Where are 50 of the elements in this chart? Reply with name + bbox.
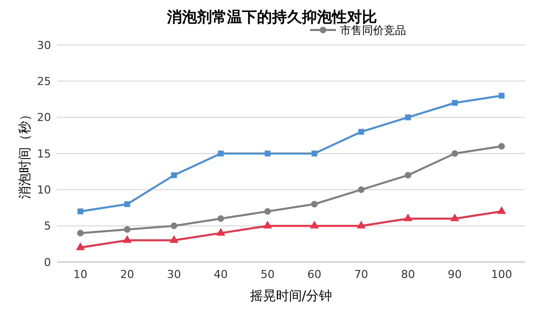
x-tick-label: 60	[307, 268, 322, 281]
x-tick-label: 40	[214, 268, 228, 281]
point	[404, 172, 412, 178]
y-tick-label: 5	[44, 220, 51, 233]
point	[356, 220, 366, 228]
point	[497, 206, 506, 214]
point	[264, 150, 271, 156]
x-tick-label: 90	[448, 268, 462, 281]
legend-label: 市售同价竞品	[340, 24, 406, 37]
point	[218, 215, 224, 222]
point	[404, 213, 412, 222]
point	[76, 242, 85, 250]
point	[124, 201, 130, 208]
y-tick-label: 15	[37, 147, 51, 160]
point	[170, 235, 178, 243]
point	[498, 142, 505, 150]
point	[498, 92, 505, 99]
y-tick-label: 25	[37, 75, 51, 88]
x-axis-title: 摇晃时间/分钟	[250, 289, 332, 304]
x-tick-label: 80	[401, 268, 415, 281]
x-tick-label: 30	[167, 268, 181, 281]
y-tick-label: 20	[37, 111, 51, 124]
point	[311, 150, 318, 156]
point	[171, 172, 177, 178]
point	[358, 186, 364, 193]
point	[452, 100, 458, 106]
point	[452, 150, 458, 157]
x-tick-label: 50	[260, 268, 275, 281]
point	[310, 220, 319, 228]
point	[405, 114, 411, 120]
x-tick-label: 100	[491, 268, 512, 281]
point	[170, 222, 178, 230]
point	[77, 230, 84, 236]
x-tick-label: 20	[120, 268, 134, 281]
point	[450, 213, 460, 222]
point	[264, 208, 271, 215]
point	[218, 150, 224, 156]
point	[311, 200, 318, 208]
y-tick-label: 0	[44, 256, 51, 269]
x-tick-label: 70	[354, 268, 368, 281]
y-tick-label: 10	[37, 184, 51, 197]
y-axis-title: 消泡时间（秒）	[18, 108, 33, 199]
x-tick-label: 10	[73, 268, 88, 281]
point	[124, 226, 130, 233]
point	[263, 220, 272, 228]
point	[77, 208, 84, 214]
point	[216, 228, 226, 236]
y-tick-label: 30	[37, 38, 51, 52]
point	[122, 235, 132, 243]
chart-title: 消泡剂常温下的持久抑泡性对比	[166, 8, 377, 26]
